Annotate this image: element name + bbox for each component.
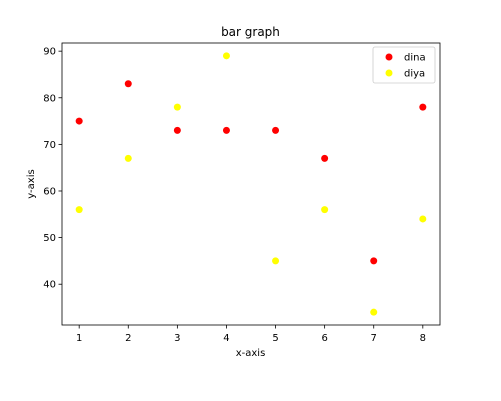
legend-marker-dina bbox=[385, 53, 393, 61]
x-axis-label: x-axis bbox=[236, 348, 266, 359]
x-tick-label: 7 bbox=[371, 333, 377, 344]
x-tick-label: 1 bbox=[76, 333, 82, 344]
point-diya-2 bbox=[124, 154, 132, 162]
y-tick-label: 60 bbox=[43, 186, 56, 197]
point-dina-4 bbox=[222, 126, 230, 134]
y-tick-label: 90 bbox=[43, 47, 56, 58]
point-diya-5 bbox=[272, 257, 280, 265]
x-tick-label: 8 bbox=[420, 333, 426, 344]
y-axis: 40 50 60 70 80 90 bbox=[43, 47, 62, 291]
point-diya-6 bbox=[321, 206, 329, 214]
y-axis-label: y-axis bbox=[26, 169, 37, 198]
point-dina-6 bbox=[321, 154, 329, 162]
legend-marker-diya bbox=[385, 69, 393, 77]
point-dina-7 bbox=[370, 257, 378, 265]
point-dina-8 bbox=[419, 103, 427, 111]
legend: dina diya bbox=[372, 46, 436, 84]
x-tick-label: 4 bbox=[223, 333, 229, 344]
point-diya-8 bbox=[419, 215, 427, 223]
legend-label-dina: dina bbox=[404, 53, 426, 64]
point-diya-3 bbox=[173, 103, 181, 111]
x-tick-label: 6 bbox=[321, 333, 327, 344]
x-tick-label: 3 bbox=[174, 333, 180, 344]
y-tick-label: 70 bbox=[43, 140, 56, 151]
x-tick-label: 2 bbox=[125, 333, 131, 344]
x-tick-label: 5 bbox=[272, 333, 278, 344]
point-dina-5 bbox=[272, 126, 280, 134]
point-dina-1 bbox=[75, 117, 83, 125]
y-tick-label: 40 bbox=[43, 280, 56, 291]
point-diya-7 bbox=[370, 308, 378, 316]
y-tick-label: 80 bbox=[43, 93, 56, 104]
point-dina-2 bbox=[124, 80, 132, 88]
x-axis: 1 2 3 4 5 6 7 8 bbox=[76, 325, 426, 344]
plot-area bbox=[61, 42, 441, 326]
point-diya-1 bbox=[75, 206, 83, 214]
point-dina-3 bbox=[173, 126, 181, 134]
y-tick-label: 50 bbox=[43, 233, 56, 244]
point-diya-4 bbox=[222, 52, 230, 60]
legend-label-diya: diya bbox=[404, 69, 425, 80]
chart-title: bar graph bbox=[221, 25, 280, 39]
data-points bbox=[75, 52, 427, 316]
